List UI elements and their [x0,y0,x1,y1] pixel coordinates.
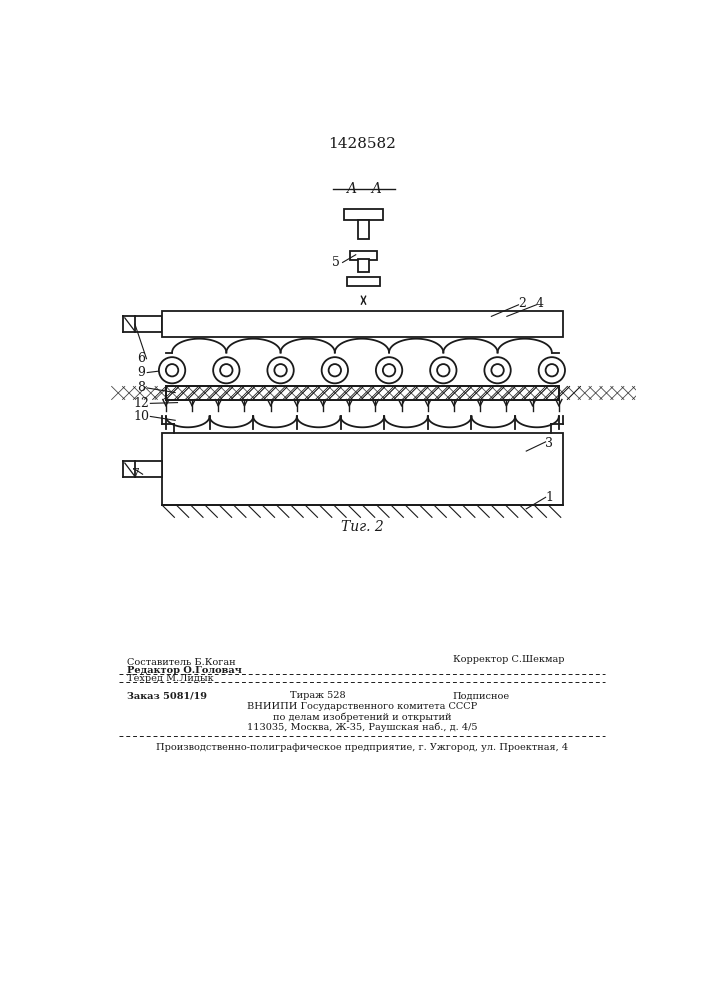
Bar [347,277,380,286]
Text: 9: 9 [137,366,145,379]
Bar [166,386,559,400]
Bar [351,251,377,260]
Text: 6: 6 [137,352,145,365]
Circle shape [267,357,293,383]
Text: Производственно-полиграфическое предприятие, г. Ужгород, ул. Проектная, 4: Производственно-полиграфическое предприя… [156,743,568,752]
Bar [166,386,559,400]
Bar [358,259,369,272]
Circle shape [329,364,341,376]
Circle shape [376,357,402,383]
Circle shape [484,357,510,383]
Text: Подписное: Подписное [452,691,510,700]
Circle shape [546,364,558,376]
Text: 4: 4 [535,297,544,310]
Text: 7: 7 [132,468,141,481]
Text: 1: 1 [546,491,554,504]
Circle shape [539,357,565,383]
Circle shape [437,364,450,376]
Bar [162,311,563,337]
Circle shape [322,357,348,383]
Text: 12: 12 [133,397,149,410]
Bar [344,209,383,220]
Text: 3: 3 [546,437,554,450]
Circle shape [213,357,240,383]
Text: 5: 5 [332,256,340,269]
Text: Τиг. 2: Τиг. 2 [341,520,383,534]
Circle shape [491,364,504,376]
Text: Техред М.Лидык: Техред М.Лидык [127,674,214,683]
Text: Тираж 528: Тираж 528 [290,691,346,700]
Circle shape [274,364,287,376]
Text: Составитель Б.Коган: Составитель Б.Коган [127,658,235,667]
Text: по делам изобретений и открытий: по делам изобретений и открытий [273,712,451,722]
Circle shape [383,364,395,376]
Bar [358,220,369,239]
Bar [135,316,162,332]
Text: 1428582: 1428582 [328,137,396,151]
Bar [135,461,162,477]
Text: 2: 2 [518,297,526,310]
Text: 10: 10 [133,410,149,423]
Circle shape [166,364,178,376]
Text: Корректор С.Шекмар: Корректор С.Шекмар [452,654,564,664]
Text: ВНИИПИ Государственного комитета СССР: ВНИИПИ Государственного комитета СССР [247,702,477,711]
Text: Редактор О.Головач: Редактор О.Головач [127,666,242,675]
Text: Заказ 5081/19: Заказ 5081/19 [127,691,207,700]
Circle shape [220,364,233,376]
Circle shape [159,357,185,383]
Text: A – A: A – A [346,182,381,196]
Text: 8: 8 [137,381,145,394]
Text: 113035, Москва, Ж-35, Раушская наб., д. 4/5: 113035, Москва, Ж-35, Раушская наб., д. … [247,722,477,732]
Bar [162,433,563,505]
Circle shape [430,357,457,383]
